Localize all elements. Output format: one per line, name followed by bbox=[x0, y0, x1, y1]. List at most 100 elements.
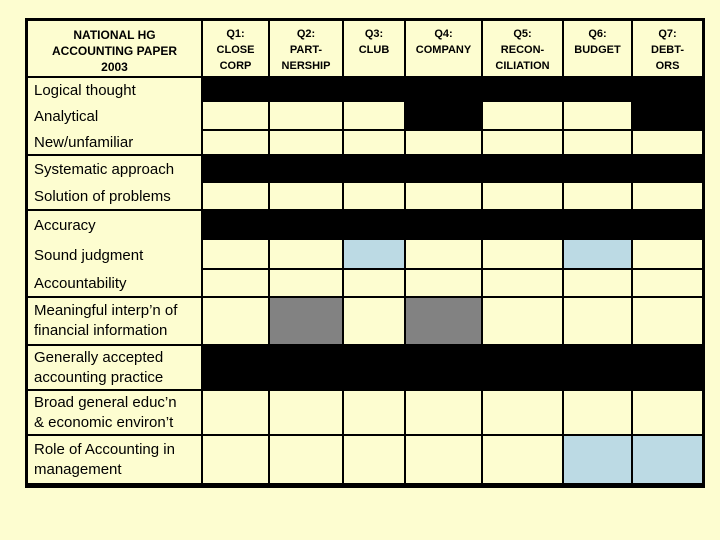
row-label: Sound judgment bbox=[34, 246, 144, 264]
matrix-cell-q6 bbox=[564, 240, 631, 268]
matrix-cell-q7 bbox=[633, 183, 702, 209]
matrix-cell-q5 bbox=[483, 346, 562, 389]
matrix-cell-q1 bbox=[203, 436, 268, 483]
matrix-cell-q3 bbox=[344, 436, 404, 483]
matrix-cell-q1 bbox=[203, 131, 268, 154]
row-label-line: financial information bbox=[34, 322, 168, 339]
matrix-cell-q3 bbox=[344, 183, 404, 209]
matrix-cell-q4 bbox=[406, 131, 481, 154]
matrix-cell-q1 bbox=[203, 211, 268, 238]
matrix-cell-q7 bbox=[633, 240, 702, 268]
column-header-line: Q5: bbox=[513, 28, 532, 40]
matrix-cell-q3 bbox=[344, 391, 404, 434]
column-header-line: CORP bbox=[219, 60, 252, 72]
matrix-cell-q3 bbox=[344, 156, 404, 181]
row-label: New/unfamiliar bbox=[34, 134, 134, 151]
paper-title-line: ACCOUNTING PAPER bbox=[51, 44, 178, 58]
matrix-cell-q7 bbox=[633, 156, 702, 181]
column-header-q3: Q3: CLUB bbox=[344, 21, 404, 76]
column-header-line: Q2: bbox=[296, 28, 316, 40]
row-group-label: Accuracy Sound judgment Accountability bbox=[28, 211, 201, 296]
matrix-cell-q2 bbox=[270, 436, 342, 483]
row-group-label: Logical thought Analytical New/unfamiliar bbox=[28, 78, 201, 154]
matrix-cell-q3 bbox=[344, 78, 404, 100]
column-header-line: ORS bbox=[655, 60, 680, 72]
matrix-cell-q2 bbox=[270, 102, 342, 129]
column-header-line: Q1: bbox=[226, 28, 245, 40]
column-header-line: PART- bbox=[289, 44, 323, 56]
matrix-cell-q6 bbox=[564, 183, 631, 209]
matrix-cell-q3 bbox=[344, 346, 404, 389]
matrix-cell-q7 bbox=[633, 131, 702, 154]
matrix-cell-q7 bbox=[633, 270, 702, 296]
matrix-cell-q5 bbox=[483, 391, 562, 434]
paper-title: NATIONAL HG ACCOUNTING PAPER 2003 bbox=[28, 21, 201, 76]
matrix-cell-q1 bbox=[203, 102, 268, 129]
matrix-cell-q4 bbox=[406, 270, 481, 296]
matrix-cell-q1 bbox=[203, 183, 268, 209]
matrix-cell-q2 bbox=[270, 211, 342, 238]
column-header-q6: Q6: BUDGET bbox=[564, 21, 631, 76]
matrix-cell-q6 bbox=[564, 298, 631, 344]
matrix-cell-q5 bbox=[483, 298, 562, 344]
row-label-line: accounting practice bbox=[34, 368, 164, 386]
column-header-q2: Q2: PART- NERSHIP bbox=[270, 21, 342, 76]
matrix-cell-q3 bbox=[344, 211, 404, 238]
matrix-cell-q6 bbox=[564, 346, 631, 389]
matrix-cell-q7 bbox=[633, 211, 702, 238]
row-label: Logical thought bbox=[34, 81, 136, 99]
matrix-cell-q5 bbox=[483, 78, 562, 100]
matrix-cell-q4 bbox=[406, 298, 481, 344]
row-label-line: management bbox=[34, 460, 122, 478]
matrix-cell-q7 bbox=[633, 436, 702, 483]
row-group-label: Systematic approach Solution of problems bbox=[28, 156, 201, 209]
matrix-cell-q4 bbox=[406, 102, 481, 129]
matrix-cell-q7 bbox=[633, 298, 702, 344]
row-group-label: Generally accepted accounting practice bbox=[28, 346, 201, 389]
matrix-cell-q4 bbox=[406, 240, 481, 268]
column-header-line: Q6: bbox=[588, 28, 607, 40]
matrix-cell-q1 bbox=[203, 270, 268, 296]
matrix-cell-q2 bbox=[270, 78, 342, 100]
matrix-cell-q4 bbox=[406, 211, 481, 238]
matrix-cell-q1 bbox=[203, 298, 268, 344]
matrix-cell-q4 bbox=[406, 436, 481, 483]
matrix-cell-q4 bbox=[406, 346, 481, 389]
matrix-cell-q1 bbox=[203, 240, 268, 268]
matrix-cell-q5 bbox=[483, 131, 562, 154]
matrix-cell-q7 bbox=[633, 78, 702, 100]
column-header-line: RECON- bbox=[500, 44, 545, 56]
column-header-line: COMPANY bbox=[415, 44, 472, 56]
matrix-cell-q7 bbox=[633, 346, 702, 389]
row-group-label: Meaningful interp’n of financial informat… bbox=[28, 298, 201, 344]
matrix-cell-q2 bbox=[270, 298, 342, 344]
matrix-cell-q3 bbox=[344, 270, 404, 296]
matrix-cell-q3 bbox=[344, 131, 404, 154]
matrix-cell-q2 bbox=[270, 240, 342, 268]
matrix-cell-q1 bbox=[203, 391, 268, 434]
column-header-q1: Q1: CLOSE CORP bbox=[203, 21, 268, 76]
matrix-cell-q4 bbox=[406, 183, 481, 209]
matrix-cell-q6 bbox=[564, 78, 631, 100]
row-label-line: Meaningful interp’n of bbox=[34, 302, 178, 319]
row-label-line: Broad general educ’n bbox=[34, 393, 177, 411]
matrix-cell-q5 bbox=[483, 240, 562, 268]
matrix-cell-q3 bbox=[344, 102, 404, 129]
column-header-line: DEBT- bbox=[651, 44, 684, 56]
column-header-q5: Q5: RECON- CILIATION bbox=[483, 21, 562, 76]
matrix-cell-q6 bbox=[564, 270, 631, 296]
matrix-cell-q2 bbox=[270, 346, 342, 389]
column-header-line: CLOSE bbox=[216, 44, 255, 56]
matrix-cell-q5 bbox=[483, 270, 562, 296]
assessment-matrix-table: NATIONAL HG ACCOUNTING PAPER 2003 Q1: CLOSE C… bbox=[25, 18, 705, 488]
row-label-line: Generally accepted bbox=[34, 348, 164, 366]
column-header-line: BUDGET bbox=[574, 44, 621, 56]
matrix-cell-q3 bbox=[344, 298, 404, 344]
matrix-cell-q1 bbox=[203, 156, 268, 181]
column-header-line: NERSHIP bbox=[281, 60, 331, 72]
matrix-cell-q6 bbox=[564, 211, 631, 238]
matrix-cell-q5 bbox=[483, 211, 562, 238]
row-label: Systematic approach bbox=[34, 161, 175, 178]
matrix-cell-q5 bbox=[483, 102, 562, 129]
